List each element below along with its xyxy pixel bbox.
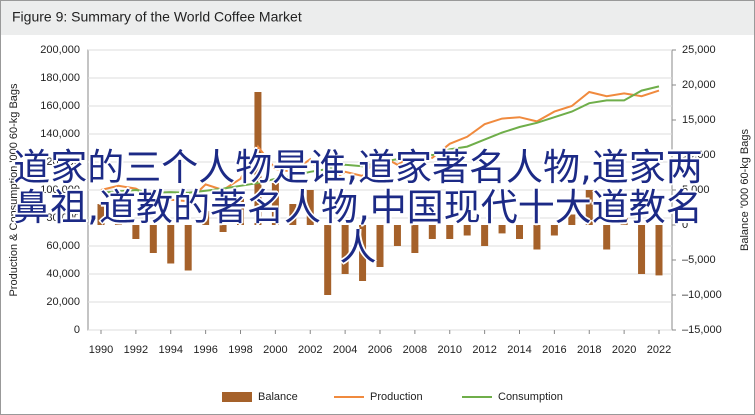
- bar: [428, 225, 436, 239]
- bar: [638, 225, 646, 274]
- y2-tick-label: –15,000: [682, 324, 722, 336]
- x-tick-label: 1990: [89, 344, 113, 356]
- bar: [498, 225, 506, 234]
- x-tick-label: 2004: [333, 344, 357, 356]
- y2-axis-title: Balance '000 60-kg Bags: [739, 129, 751, 251]
- line: [100, 85, 660, 194]
- x-tick-label: 2006: [368, 344, 392, 356]
- y2-tick-label: 5,000: [682, 184, 710, 196]
- y-tick-label: 120,000: [40, 156, 80, 168]
- bar: [184, 225, 192, 271]
- bar: [655, 225, 663, 276]
- x-tick-label: 2020: [612, 344, 636, 356]
- bar: [237, 197, 244, 225]
- y-tick-label: 180,000: [40, 72, 80, 84]
- bar: [341, 225, 349, 274]
- x-tick-label: 2014: [507, 344, 531, 356]
- bar: [149, 225, 157, 253]
- x-tick-label: 2000: [263, 344, 287, 356]
- y2-tick-label: 20,000: [682, 79, 716, 91]
- bar: [533, 225, 541, 250]
- bar: [446, 225, 454, 239]
- y-axis-title: Production & Consumption '000 60-kg Bags: [8, 83, 20, 297]
- y-tick-label: 80,000: [46, 212, 80, 224]
- bar: [132, 225, 140, 239]
- y-tick-label: 60,000: [46, 240, 80, 252]
- y-tick-label: 160,000: [40, 100, 80, 112]
- bar: [585, 190, 593, 225]
- x-tick-label: 1996: [193, 344, 217, 356]
- y2-tick-label: 15,000: [682, 114, 716, 126]
- chart-title: Figure 9: Summary of the World Coffee Ma…: [12, 9, 302, 25]
- x-tick-label: 1998: [228, 344, 252, 356]
- legend-label: Balance: [258, 391, 298, 403]
- line: [100, 89, 660, 203]
- bar: [289, 204, 297, 225]
- bar: [550, 225, 558, 236]
- x-tick-label: 2018: [577, 344, 601, 356]
- bar: [376, 225, 384, 267]
- bar: [324, 225, 332, 295]
- y-tick-label: 0: [74, 324, 80, 336]
- bar: [603, 225, 611, 250]
- bar: [463, 225, 471, 236]
- title-bar: [1, 1, 754, 35]
- bar: [114, 197, 122, 225]
- x-tick-label: 2010: [438, 344, 462, 356]
- bar: [516, 225, 523, 239]
- y-tick-label: 20,000: [46, 296, 80, 308]
- bar: [393, 225, 401, 246]
- y-tick-label: 40,000: [46, 268, 80, 280]
- bar: [167, 225, 175, 264]
- bar: [359, 225, 367, 281]
- x-tick-label: 1994: [159, 344, 183, 356]
- y-tick-label: 100,000: [40, 184, 80, 196]
- bar: [219, 225, 227, 232]
- bar: [271, 183, 279, 225]
- overlay-text: 道家的三个人物是谁,道家著名人物,道家两鼻祖,道教的著名人物,中国现代十大道教名…: [13, 146, 703, 269]
- legend-label: Production: [370, 391, 423, 403]
- y-tick-label: 200,000: [40, 44, 80, 56]
- bar: [254, 92, 262, 225]
- y2-tick-label: 25,000: [682, 44, 716, 56]
- bar: [481, 225, 489, 246]
- x-tick-label: 2008: [403, 344, 427, 356]
- bar: [411, 225, 419, 253]
- x-tick-label: 2016: [542, 344, 566, 356]
- y2-tick-label: –5,000: [682, 254, 716, 266]
- bar: [97, 204, 105, 225]
- bar: [620, 218, 628, 225]
- x-tick-label: 2002: [298, 344, 322, 356]
- x-tick-label: 2022: [647, 344, 671, 356]
- y-tick-label: 140,000: [40, 128, 80, 140]
- x-tick-label: 1992: [124, 344, 148, 356]
- legend-swatch: [222, 392, 252, 402]
- y2-tick-label: –10,000: [682, 289, 722, 301]
- bar: [568, 214, 576, 225]
- legend-label: Consumption: [498, 391, 563, 403]
- x-tick-label: 2012: [472, 344, 496, 356]
- bar: [306, 190, 314, 225]
- bar: [202, 211, 210, 225]
- y2-tick-label: 0: [682, 219, 688, 231]
- y2-tick-label: 10,000: [682, 149, 716, 161]
